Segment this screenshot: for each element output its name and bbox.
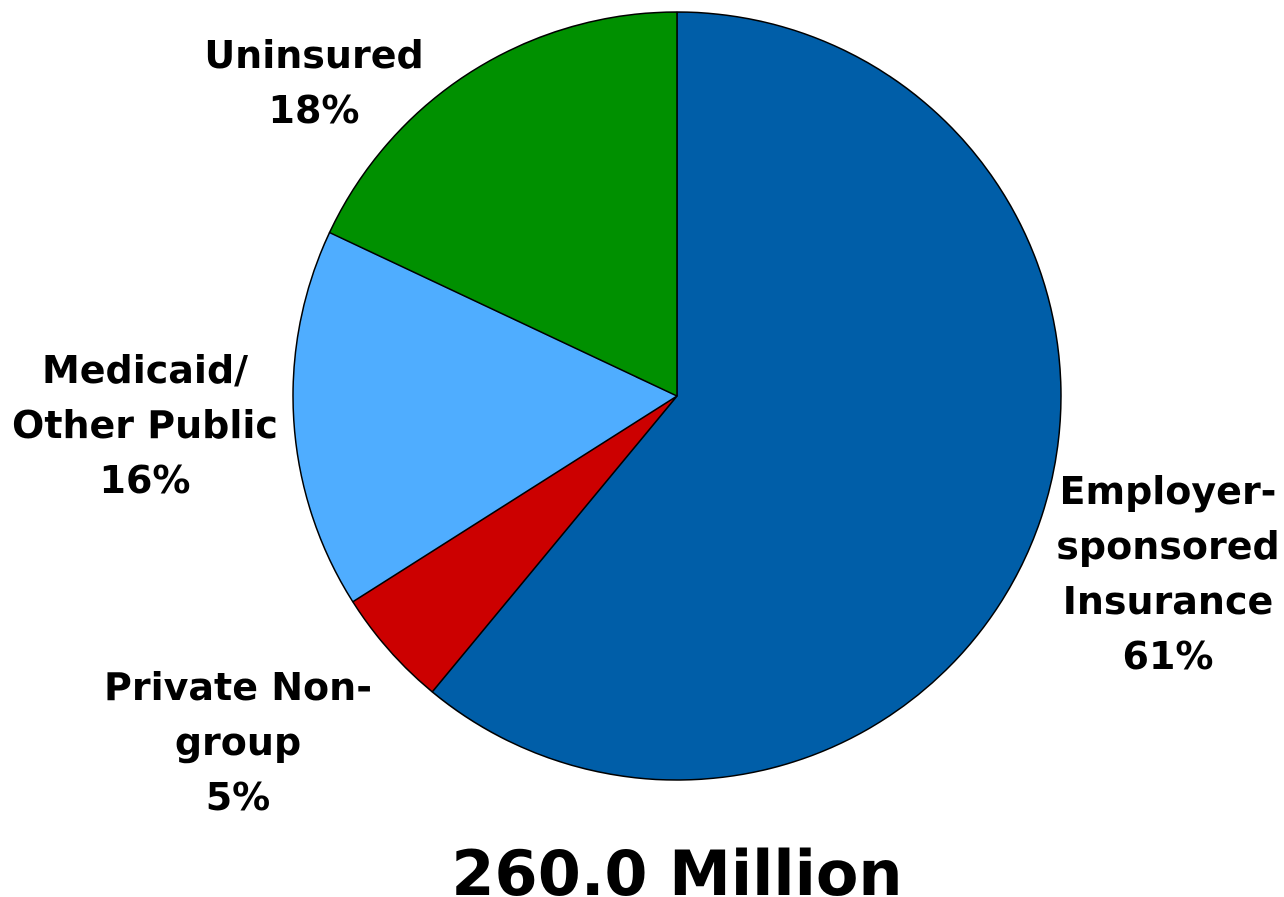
- pie-slice-uninsured: [328, 11, 678, 397]
- slice-label-medicaid-other-public: Medicaid/Other Public 16%: [12, 348, 278, 502]
- slice-labels: Employer-sponsored Insurance 61% Private No…: [12, 33, 1280, 819]
- slice-percent: 18%: [269, 88, 360, 132]
- slice-label-line: Private Non-: [104, 665, 372, 709]
- slice-label-line: Other Public: [12, 403, 278, 447]
- slice-label-line: Insurance: [1063, 579, 1274, 623]
- slice-percent: 5%: [206, 775, 271, 819]
- slice-label-line: sponsored: [1056, 524, 1279, 568]
- slice-label-line: Employer-: [1060, 469, 1277, 513]
- slice-label-private-non-group: Private Non-group 5%: [104, 665, 372, 819]
- total-label: 260.0 Million: [451, 837, 902, 897]
- slice-label-employer-sponsored: Employer-sponsored Insurance 61%: [1056, 469, 1279, 678]
- slice-label-line: Uninsured: [204, 33, 423, 77]
- slice-percent: 16%: [100, 458, 191, 502]
- pie-slice-employer-sponsored: [431, 11, 1062, 781]
- pie-slices: [292, 11, 1062, 781]
- slice-label-line: group: [175, 720, 301, 764]
- slice-label-line: Medicaid/: [42, 348, 248, 392]
- pie-slice-medicaid-other-public: [292, 231, 678, 603]
- slice-percent: 61%: [1123, 634, 1214, 678]
- slice-label-uninsured: Uninsured 18%: [204, 33, 423, 132]
